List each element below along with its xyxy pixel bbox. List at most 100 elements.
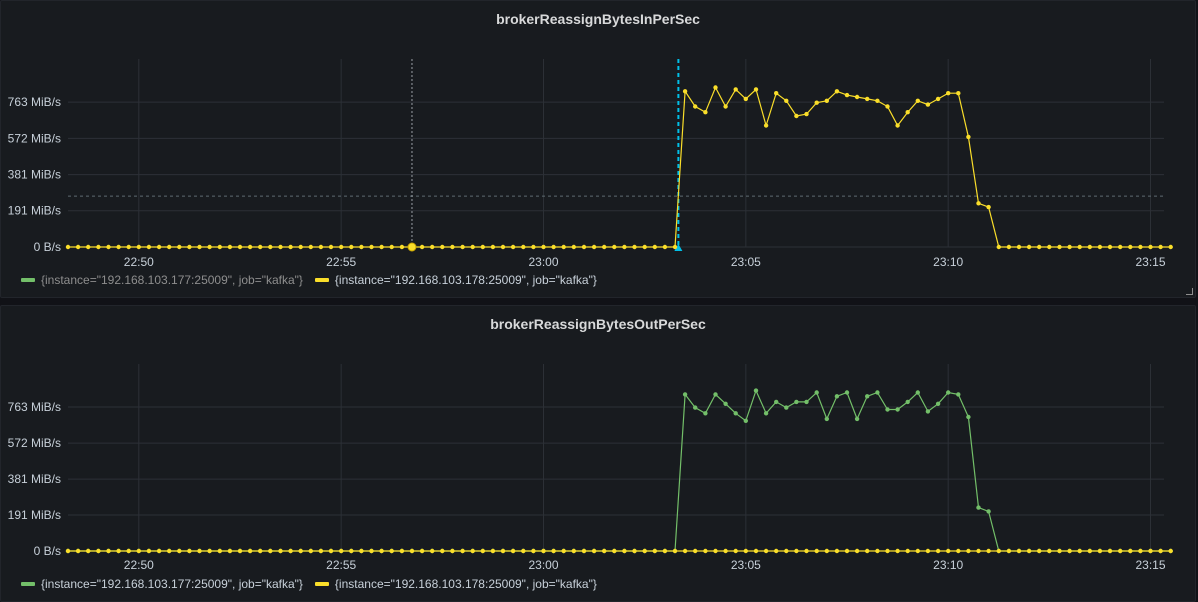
data-point: [723, 548, 728, 554]
data-point: [622, 244, 627, 250]
data-point: [1128, 548, 1133, 554]
data-point: [763, 411, 769, 416]
data-point: [662, 548, 668, 554]
data-point: [743, 418, 748, 423]
y-tick-label: 572 MiB/s: [8, 436, 61, 450]
data-point: [925, 102, 931, 107]
legend-item-177[interactable]: {instance="192.168.103.177:25009", job="…: [21, 273, 303, 287]
legend-swatch: [21, 582, 35, 586]
data-point: [258, 244, 263, 250]
data-point: [591, 244, 597, 250]
chart-bytes-in[interactable]: 0 B/s 191 MiB/s 381 MiB/s 572 MiB/s 763 MiB/…: [1, 1, 1197, 299]
data-point: [369, 548, 374, 554]
chart-bytes-out[interactable]: 0 B/s 191 MiB/s 381 MiB/s 572 MiB/s 763 MiB/…: [1, 306, 1197, 602]
data-point: [227, 244, 233, 250]
data-point: [490, 548, 496, 554]
data-point: [328, 244, 334, 250]
data-point: [703, 110, 708, 115]
data-point: [126, 244, 131, 250]
data-point: [794, 548, 799, 554]
data-point: [612, 244, 617, 250]
data-point: [581, 244, 587, 250]
data-point: [318, 548, 324, 554]
y-tick-label: 191 MiB/s: [8, 508, 61, 522]
data-point: [146, 244, 152, 250]
data-point: [419, 244, 425, 250]
data-point: [915, 390, 920, 395]
data-point: [1077, 244, 1082, 250]
data-point: [784, 98, 789, 104]
x-tick-label: 22:50: [124, 255, 154, 269]
data-point: [349, 548, 354, 554]
data-point: [440, 548, 445, 554]
data-point: [308, 548, 313, 554]
data-point: [966, 134, 971, 140]
data-point: [986, 204, 991, 210]
data-point: [1067, 548, 1072, 554]
data-point: [966, 548, 971, 554]
data-point: [75, 244, 81, 250]
data-point: [1037, 244, 1042, 250]
data-point: [723, 104, 728, 109]
data-point: [1077, 548, 1082, 554]
data-point: [207, 244, 212, 250]
data-point: [268, 548, 273, 554]
resize-handle[interactable]: [1186, 288, 1193, 295]
data-point: [65, 548, 71, 554]
legend-item-178[interactable]: {instance="192.168.103.178:25009", job="…: [314, 273, 597, 287]
data-point: [258, 548, 263, 554]
legend-label: {instance="192.168.103.177:25009", job="…: [41, 577, 303, 591]
data-point: [1026, 548, 1032, 554]
data-point: [794, 113, 799, 119]
data-point: [96, 244, 101, 250]
data-point: [956, 392, 961, 397]
panel-title[interactable]: brokerReassignBytesInPerSec: [496, 11, 700, 27]
data-point: [915, 548, 920, 554]
data-point: [490, 244, 496, 250]
data-point: [227, 548, 233, 554]
data-point: [915, 98, 920, 104]
data-point: [824, 98, 829, 104]
y-tick-label: 763 MiB/s: [8, 400, 61, 414]
data-point: [804, 111, 809, 117]
data-point: [278, 548, 283, 554]
panel-title[interactable]: brokerReassignBytesOutPerSec: [490, 316, 706, 332]
panel-bytes-out[interactable]: brokerReassignBytesOutPerSec 0 B/s 191 Mi…: [0, 305, 1196, 602]
data-point: [106, 548, 111, 554]
data-point: [510, 244, 516, 250]
data-point: [976, 548, 981, 554]
data-point: [298, 548, 303, 554]
y-tick-label: 191 MiB/s: [8, 204, 61, 218]
data-point: [167, 548, 172, 554]
legend: {instance="192.168.103.177:25009", job="…: [21, 577, 597, 591]
data-point: [905, 548, 910, 554]
x-tick-label: 23:15: [1135, 255, 1165, 269]
data-point: [500, 548, 506, 554]
data-point: [935, 96, 941, 102]
data-point: [1016, 244, 1022, 250]
data-point: [733, 548, 738, 554]
data-point: [247, 548, 253, 554]
panel-bytes-in[interactable]: brokerReassignBytesInPerSec 0 B/s 191 MiB…: [0, 0, 1196, 298]
data-point: [814, 548, 819, 554]
y-tick-label: 572 MiB/s: [8, 131, 61, 145]
data-point: [460, 548, 465, 554]
legend-item-177[interactable]: {instance="192.168.103.177:25009", job="…: [21, 577, 303, 591]
data-point: [703, 411, 708, 416]
data-point: [541, 244, 546, 250]
data-point: [865, 96, 870, 102]
data-point: [1047, 244, 1052, 250]
data-point: [713, 392, 718, 397]
data-point: [844, 548, 850, 554]
data-point: [1138, 244, 1143, 250]
data-point: [237, 548, 243, 554]
data-point: [652, 244, 657, 250]
legend-swatch: [314, 278, 329, 282]
legend-item-178[interactable]: {instance="192.168.103.178:25009", job="…: [314, 577, 597, 591]
data-point: [986, 548, 991, 554]
x-tick-label: 23:05: [731, 255, 761, 269]
data-point: [591, 548, 597, 554]
data-point: [844, 390, 850, 395]
data-point: [1128, 244, 1133, 250]
